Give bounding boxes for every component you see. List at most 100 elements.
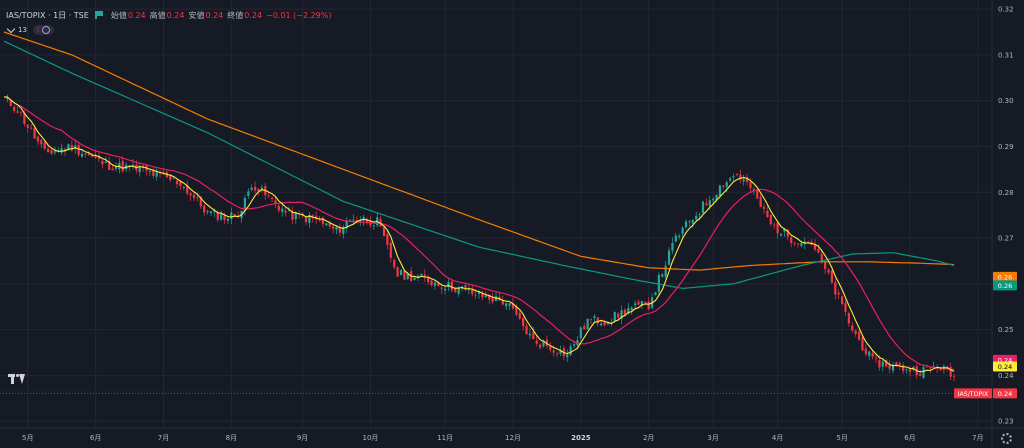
candle-body [566, 354, 569, 358]
candle-body [705, 203, 708, 205]
candle-body [169, 175, 172, 180]
candle-body [365, 218, 369, 223]
candle-body [929, 367, 932, 369]
candle-body [158, 173, 162, 174]
candle-body [766, 210, 769, 217]
candle-body [284, 210, 287, 213]
candle-body [735, 174, 739, 175]
candle-body [793, 242, 796, 244]
candle-body [406, 273, 409, 280]
candle-body [16, 111, 19, 113]
candle-body [342, 227, 345, 234]
candle-body [667, 250, 671, 265]
candle-body [511, 303, 515, 309]
candle-body [128, 164, 131, 167]
candle-body [647, 301, 650, 310]
candle-body [206, 211, 209, 212]
candle-body [67, 144, 70, 151]
gear-icon[interactable] [1001, 433, 1012, 444]
candle-body [698, 214, 701, 215]
candle-body [549, 346, 552, 350]
indicator-legend[interactable]: 13 ! [6, 24, 55, 36]
candle-body [603, 322, 606, 326]
indicator-count: 13 [18, 26, 27, 34]
candle-body [718, 185, 722, 197]
candle-body [732, 176, 735, 177]
candle-body [583, 325, 586, 330]
candle-body [457, 287, 460, 294]
candle-body [600, 323, 603, 326]
candle-body [352, 219, 355, 221]
candle-body [233, 214, 236, 216]
candle-body [569, 346, 572, 355]
candle-body [304, 217, 308, 223]
candle-body [257, 188, 260, 192]
candle-body [216, 211, 219, 220]
candle-body [382, 226, 386, 237]
candle-body [623, 309, 627, 315]
candle-body [152, 169, 155, 176]
x-tick-label: 9月 [297, 434, 308, 442]
chevron-down-icon[interactable] [6, 24, 16, 33]
candle-body [678, 235, 681, 237]
candle-body [729, 178, 732, 181]
candle-body [508, 303, 511, 306]
candle-body [640, 301, 644, 306]
ma-price-badge [993, 280, 1017, 291]
x-tick-label: 3月 [707, 434, 718, 442]
ma-slow-line [3, 40, 955, 290]
candle-body [949, 367, 952, 377]
ma-long-line [3, 31, 955, 271]
candle-body [13, 106, 16, 111]
candle-body [749, 182, 752, 189]
candle-body [756, 189, 759, 199]
candle-body [552, 350, 555, 353]
candle-body [281, 208, 284, 212]
candle-body [250, 187, 253, 190]
candle-body [505, 303, 508, 307]
candle-body [430, 280, 433, 286]
x-tick-label: 2025 [571, 434, 591, 442]
candle-body [830, 270, 834, 283]
candle-body [427, 277, 430, 283]
tradingview-logo-icon[interactable] [8, 374, 26, 384]
candle-body [348, 219, 352, 221]
indicator-status-pill[interactable]: ! [32, 25, 55, 35]
candle-body [796, 243, 800, 245]
candle-body [53, 151, 56, 153]
candle-body [325, 223, 328, 226]
candle-body [827, 269, 830, 273]
candle-body [460, 286, 464, 288]
candle-body [759, 196, 762, 208]
candle-body [878, 360, 881, 368]
high-value: 0.24 [166, 10, 185, 20]
candle-body [572, 344, 576, 346]
close-value: 0.24 [244, 10, 263, 20]
candle-body [247, 191, 250, 197]
candle-body [203, 205, 206, 213]
candle-body [175, 180, 179, 185]
candle-body [545, 339, 548, 346]
candle-body [861, 337, 864, 351]
candle-body [94, 154, 97, 158]
candle-body [396, 267, 399, 277]
ma-price-badge-label: 0.24 [998, 356, 1012, 364]
candle-body [19, 111, 23, 113]
candle-body [6, 97, 9, 100]
candle-body [712, 198, 715, 201]
y-tick-label: 0.23 [998, 418, 1014, 426]
candle-body [722, 185, 725, 187]
candle-body [715, 194, 718, 200]
x-tick-label: 12月 [505, 434, 521, 442]
candle-body [114, 167, 118, 169]
symbol-title[interactable]: IAS/TOPIX · 1日 · TSE [6, 10, 89, 20]
candle-body [922, 367, 925, 378]
candle-body [539, 344, 542, 348]
x-tick-label: 7月 [972, 434, 983, 442]
candle-body [277, 205, 280, 211]
ma-price-badge [993, 271, 1017, 282]
candle-body [74, 145, 77, 149]
candle-body [654, 292, 657, 296]
candle-body [121, 160, 124, 172]
